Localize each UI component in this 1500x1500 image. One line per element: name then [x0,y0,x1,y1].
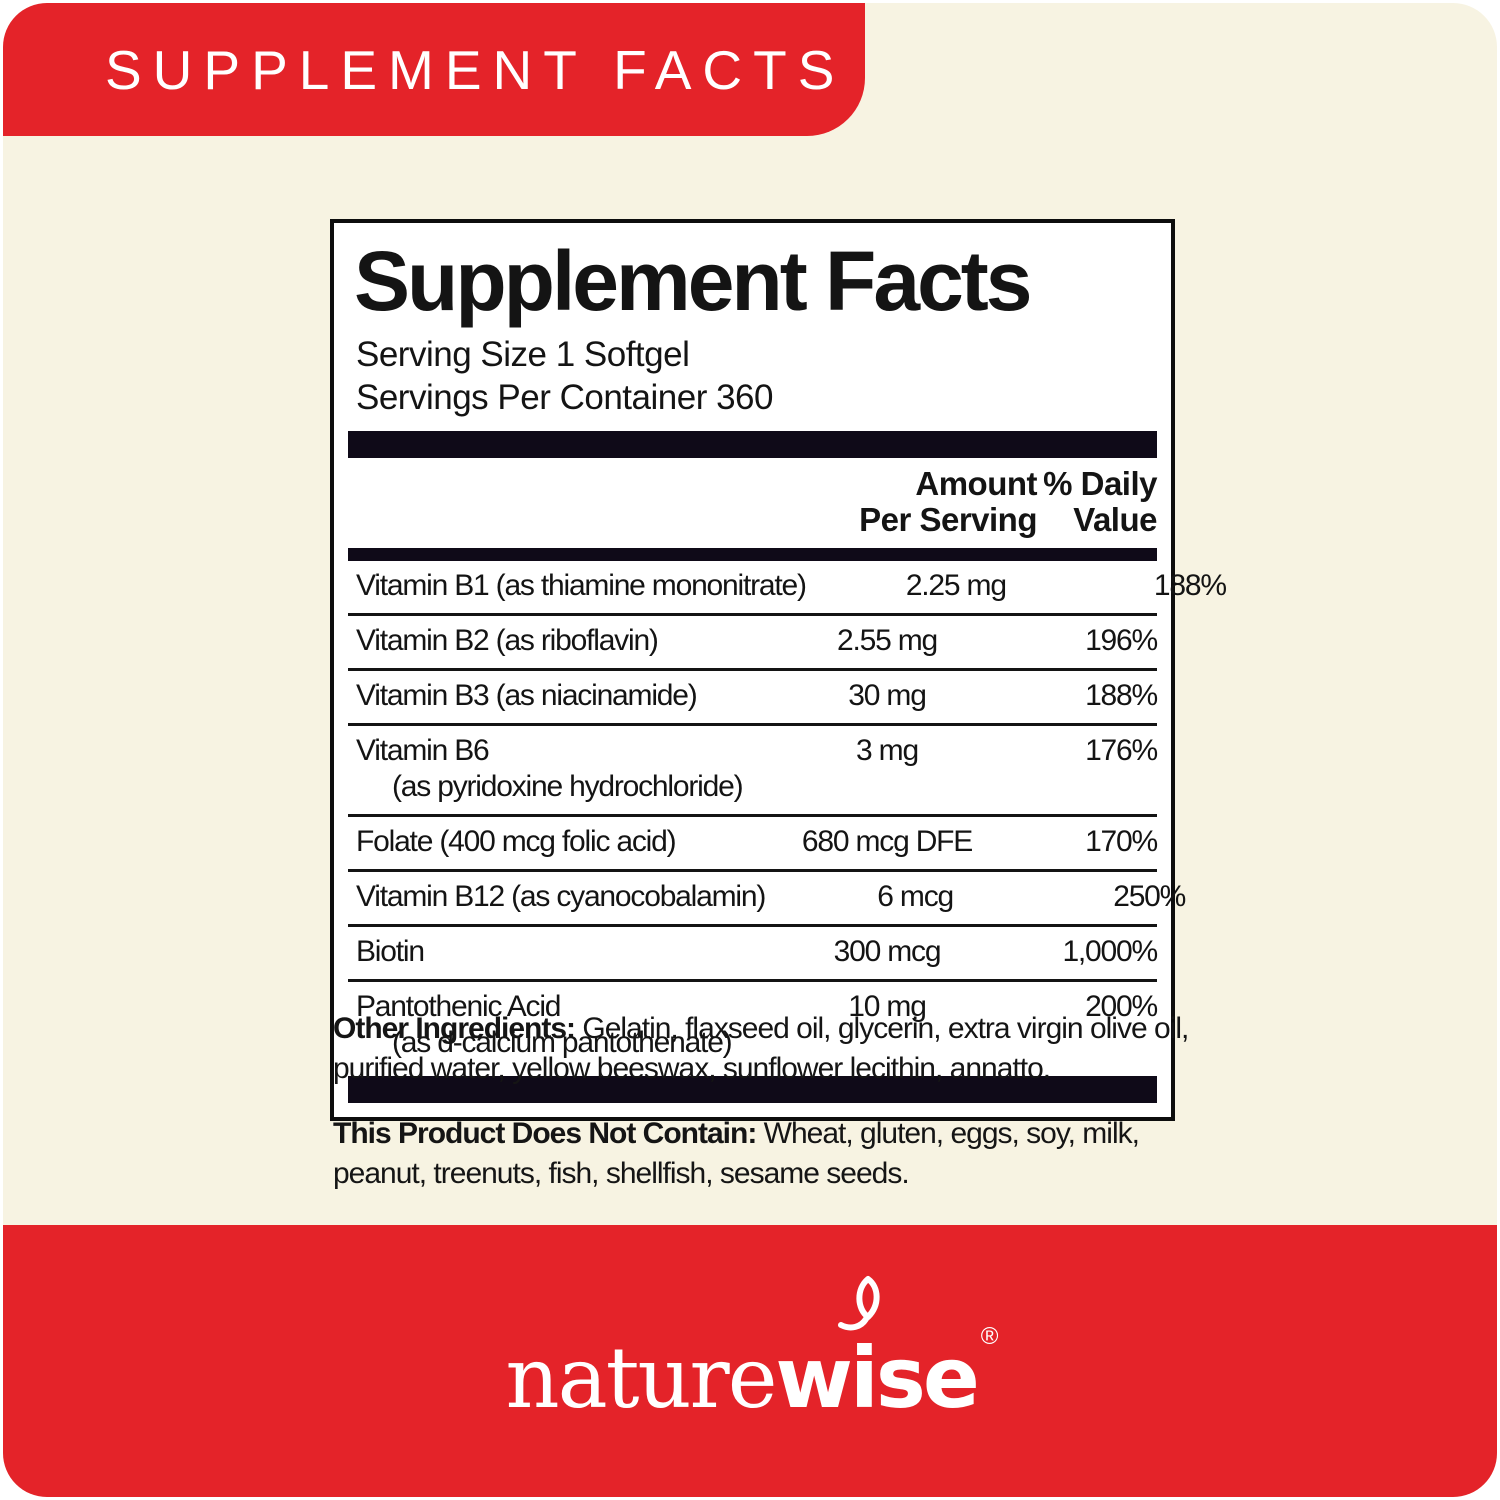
nutrient-amount: 30 mg [848,678,927,712]
nutrient-name: Vitamin B3 (as niacinamide) [356,678,698,712]
nutrient-amount: 2.55 mg [837,623,938,657]
does-not-contain-label: This Product Does Not Contain: [333,1117,757,1151]
amount-column-header: Amount Per Serving [737,466,1037,537]
nutrient-name: Vitamin B1 (as thiamine mononitrate) [356,568,807,602]
servings-per-container: Servings Per Container 360 [356,378,773,418]
nutrient-row-vitamin-b1: Vitamin B1 (as thiamine mononitrate) 2.2… [348,561,1227,613]
nutrient-row-vitamin-b3: Vitamin B3 (as niacinamide) 30 mg 188% [348,667,1158,723]
notes-section: Other Ingredients: Gelatin, flaxseed oil… [333,1009,1233,1219]
nutrient-row-vitamin-b2: Vitamin B2 (as riboflavin) 2.55 mg 196% [348,612,1158,668]
dv-header-line1: % Daily [1043,465,1157,503]
nutrient-row-pantothenic-acid: Pantothenic Acid 10 mg 200% (as d-calciu… [348,978,1158,1070]
nutrient-name: Vitamin B2 (as riboflavin) [356,623,659,657]
nutrient-daily-value: 188% [1153,568,1227,602]
does-not-contain-paragraph: This Product Does Not Contain: Wheat, gl… [333,1114,1233,1193]
leaf-icon [838,1276,881,1331]
serving-size: Serving Size 1 Softgel [356,334,690,374]
nutrient-amount: 6 mcg [877,879,954,913]
bottom-brand-band: naturewise ® [3,1225,1497,1497]
nutrient-row-vitamin-b6: Vitamin B6 3 mg 176% (as pyridoxine hydr… [348,722,1158,814]
divider-bar-top [348,431,1157,459]
brand-wise-wrap: wise [775,1276,980,1427]
brand-name-nature: nature [505,1329,778,1427]
nutrient-row-biotin: Biotin 300 mcg 1,000% [348,923,1158,979]
nutrient-amount: 3 mg [856,733,919,767]
nutrient-name: Vitamin B6 [356,733,490,767]
nutrient-amount: 10 mg [848,989,927,1023]
nutrient-name: Pantothenic Acid [356,989,561,1023]
nutrient-amount: 300 mcg [833,934,942,968]
registered-trademark: ® [980,1323,999,1350]
label-card: SUPPLEMENT FACTS Supplement Facts Servin… [3,3,1497,1497]
nutrient-daily-value: 176% [1085,733,1158,767]
daily-value-column-header: % Daily Value [1037,466,1157,537]
nutrient-name-line2: (as d-calcium pantothenate) [392,1025,733,1059]
divider-bar-header [348,547,1157,561]
nutrient-daily-value: 1,000% [1062,934,1158,968]
nutrient-amount: 2.25 mg [905,568,1007,602]
nutrient-daily-value: 200% [1085,989,1158,1023]
other-ingredients-text: Gelatin, flaxseed oil, glycerin, extra v… [333,1012,1189,1085]
amount-header-line1: Amount [915,465,1037,503]
nutrient-row-folate: Folate (400 mcg folic acid) 680 mcg DFE … [348,813,1158,869]
other-ingredients-paragraph: Other Ingredients: Gelatin, flaxseed oil… [333,1009,1233,1088]
nutrient-daily-value: 188% [1085,678,1158,712]
nutrient-daily-value: 196% [1085,623,1158,657]
nutrient-amount: 680 mcg DFE [801,824,973,858]
nutrient-daily-value: 250% [1113,879,1186,913]
nutrient-row-vitamin-b12: Vitamin B12 (as cyanocobalamin) 6 mcg 25… [348,868,1186,924]
banner-title: SUPPLEMENT FACTS [105,38,846,101]
supplement-facts-panel: Supplement Facts Serving Size 1 Softgel … [330,219,1227,1121]
divider-bar-bottom [348,1075,1157,1103]
brand-name-wise: wise [775,1329,979,1427]
dv-header-line2: Value [1073,501,1157,539]
nutrient-name: Biotin [356,934,425,968]
nutrient-name-line2: (as pyridoxine hydrochloride) [392,769,744,803]
nutrient-name: Folate (400 mcg folic acid) [356,824,677,858]
amount-header-line2: Per Serving [859,501,1037,539]
supplement-facts-banner: SUPPLEMENT FACTS [3,3,865,136]
brand-logo: naturewise ® [505,1276,998,1427]
nutrient-daily-value: 170% [1085,824,1158,858]
other-ingredients-label: Other Ingredients: [333,1012,576,1045]
panel-title: Supplement Facts [354,234,1032,328]
nutrient-name: Vitamin B12 (as cyanocobalamin) [356,879,766,913]
column-header-row: Amount Per Serving % Daily Value [348,458,1157,547]
does-not-contain-text: Wheat, gluten, eggs, soy, milk, peanut, … [333,1117,1140,1190]
